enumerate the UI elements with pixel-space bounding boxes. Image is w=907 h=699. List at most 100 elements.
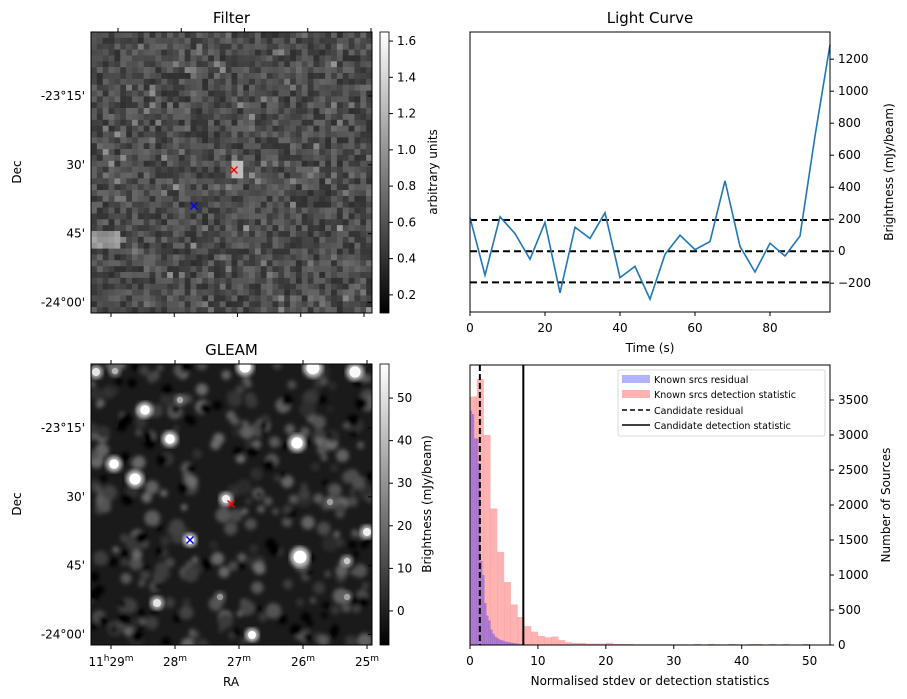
filter-pixel — [137, 207, 144, 214]
filter-pixel — [307, 166, 314, 173]
filter-pixel — [284, 178, 291, 185]
filter-pixel — [167, 277, 174, 285]
filter-pixel — [155, 96, 162, 103]
filter-pixel — [284, 49, 291, 56]
filter-pixel — [178, 207, 185, 214]
filter-pixel — [231, 289, 238, 296]
filter-pixel — [96, 43, 103, 50]
filter-pixel — [243, 295, 250, 302]
filter-pixel — [161, 213, 168, 220]
filter-pixel — [295, 190, 303, 197]
filter-pixel — [102, 137, 109, 144]
filter-pixel — [249, 113, 256, 121]
filter-pixel — [301, 37, 308, 44]
filter-pixel — [331, 283, 338, 290]
filter-pixel — [342, 113, 349, 121]
filter-pixel — [208, 43, 215, 50]
filter-pixel — [366, 160, 372, 167]
filter-pixel — [167, 61, 174, 68]
filter-pixel — [184, 84, 191, 91]
gleam-dark-blob — [127, 378, 137, 388]
filter-pixel — [213, 61, 221, 68]
filter-pixel — [208, 213, 215, 220]
filter-pixel — [366, 236, 372, 244]
filter-pixel — [313, 113, 320, 121]
colorbar-tick-label: 1.4 — [397, 70, 416, 84]
filter-pixel — [295, 254, 303, 261]
filter-pixel — [131, 289, 139, 296]
filter-pixel — [237, 172, 244, 179]
filter-pixel — [260, 277, 267, 285]
filter-pixel — [137, 277, 144, 285]
filter-pixel — [91, 231, 98, 238]
filter-pixel — [290, 178, 297, 185]
gleam-dark-blob — [131, 364, 140, 371]
filter-pixel — [307, 266, 314, 273]
filter-pixel — [102, 231, 109, 238]
gleam-dark-blob — [98, 615, 108, 625]
filter-pixel — [190, 307, 197, 313]
filter-pixel — [225, 242, 232, 249]
filter-pixel — [120, 231, 127, 238]
filter-pixel — [202, 213, 209, 220]
filter-pixel — [366, 131, 372, 138]
filter-pixel — [354, 119, 361, 126]
filter-pixel — [96, 178, 103, 185]
dec-tick-label: 45' — [66, 227, 85, 241]
filter-pixel — [284, 108, 291, 115]
filter-pixel — [167, 248, 174, 255]
filter-pixel — [190, 272, 197, 279]
filter-pixel — [184, 236, 191, 244]
filter-pixel — [91, 289, 98, 296]
filter-panel: Filter -23°15'30'45'-24°00' Dec 0.20.40.… — [10, 9, 440, 317]
filter-pixel — [126, 166, 133, 173]
filter-pixel — [108, 49, 115, 56]
filter-pixel — [354, 201, 361, 208]
filter-pixel — [366, 231, 372, 238]
filter-pixel — [219, 283, 226, 290]
filter-pixel — [219, 78, 226, 85]
filter-pixel — [102, 260, 109, 267]
filter-pixel — [331, 236, 338, 244]
filter-pixel — [336, 231, 344, 238]
filter-pixel — [319, 137, 326, 144]
filter-pixel — [360, 307, 367, 313]
filter-pixel — [196, 277, 203, 285]
filter-pixel — [114, 307, 121, 313]
filter-pixel — [290, 260, 297, 267]
filter-pixel — [336, 78, 344, 85]
filter-pixel — [348, 90, 355, 97]
filter-pixel — [120, 254, 127, 261]
gleam-dark-blob — [285, 513, 292, 520]
filter-pixel — [126, 61, 133, 68]
filter-pixel — [313, 172, 320, 179]
gleam-noise-blob — [236, 479, 252, 495]
filter-pixel — [254, 201, 262, 208]
filter-pixel — [137, 160, 144, 167]
filter-pixel — [190, 283, 197, 290]
filter-pixel — [278, 72, 285, 80]
filter-pixel — [219, 242, 226, 249]
filter-pixel — [243, 184, 250, 191]
filter-pixel — [331, 254, 338, 261]
gleam-noise-blob — [237, 553, 247, 562]
filter-pixel — [272, 67, 279, 74]
filter-pixel — [225, 213, 232, 220]
filter-pixel — [331, 149, 338, 156]
filter-pixel — [190, 301, 197, 308]
filter-pixel — [325, 207, 332, 214]
filter-pixel — [91, 84, 98, 91]
filter-pixel — [208, 307, 215, 313]
filter-pixel — [225, 248, 232, 255]
filter-pixel — [254, 195, 262, 203]
filter-pixel — [126, 149, 133, 156]
y-tick-label: 1200 — [838, 52, 869, 66]
filter-pixel — [272, 242, 279, 249]
filter-pixel — [260, 137, 267, 144]
filter-pixel — [96, 195, 103, 203]
filter-pixel — [213, 172, 221, 179]
gleam-noise-blob — [160, 489, 168, 497]
filter-pixel — [301, 84, 308, 91]
filter-pixel — [172, 272, 180, 279]
filter-pixel — [143, 172, 150, 179]
